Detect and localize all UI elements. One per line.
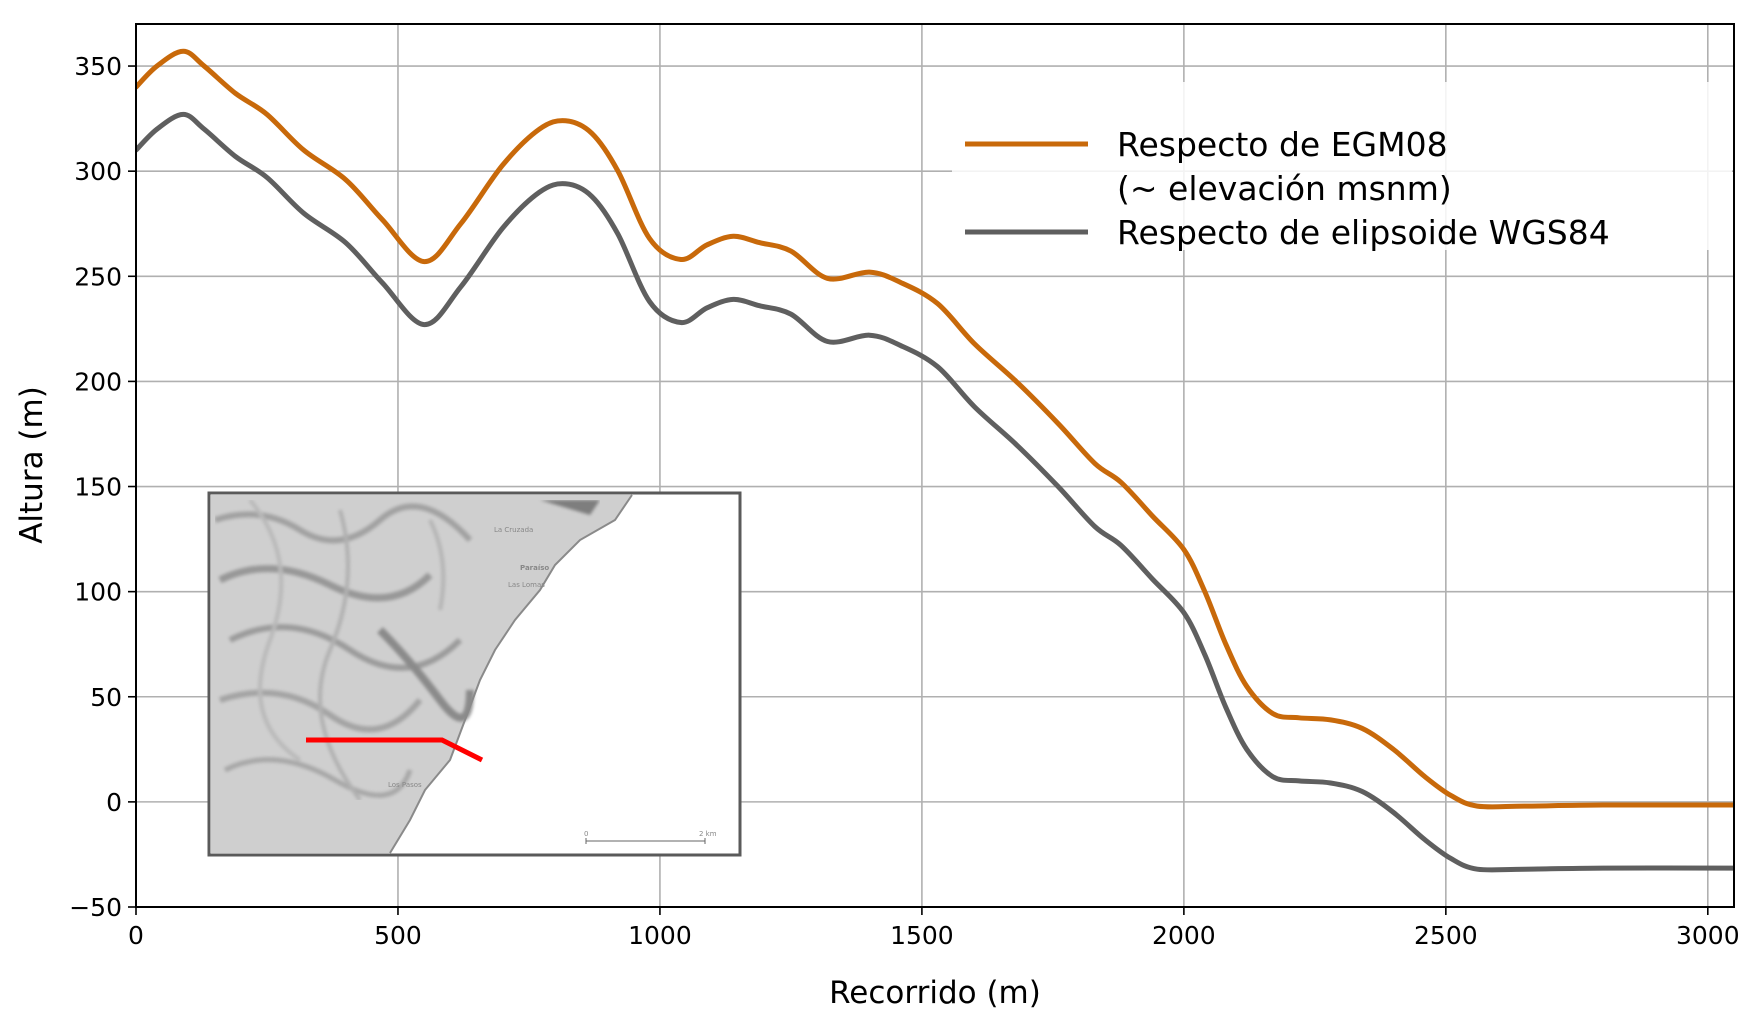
legend-label: Respecto de EGM08 [1117,125,1448,164]
legend-label: Respecto de elipsoide WGS84 [1117,213,1610,252]
inset-map: La Cruzada Paraíso Las Lomas Los Pasos 0… [207,491,742,857]
y-tick-label: 0 [106,788,122,817]
x-axis-title: Recorrido (m) [829,975,1041,1011]
series-line-egm08 [136,48,1734,810]
inset-track-line [306,737,484,763]
inset-scale-end: 2 km [699,830,717,838]
legend-label: (~ elevación msnm) [1117,169,1452,208]
inset-terrain: La Cruzada Paraíso Las Lomas Los Pasos [211,494,633,854]
x-tick-label: 2000 [1152,921,1216,950]
y-tick-label: 200 [74,367,122,396]
y-tick-label: −50 [69,893,122,922]
series-lines [136,48,1734,873]
inset-place-la-cruzada: La Cruzada [494,526,533,534]
plot-frame [135,23,1735,908]
inset-scale-start: 0 [584,830,588,838]
x-tick-label: 500 [374,921,422,950]
inset-place-paraiso: Paraíso [520,564,549,572]
series-line-wgs84 [136,111,1734,873]
x-tick-label: 1000 [628,921,692,950]
x-tick-label: 3000 [1676,921,1740,950]
y-tick-label: 100 [74,578,122,607]
y-tick-label: 50 [90,683,122,712]
x-tick-label: 0 [128,921,144,950]
x-tick-label: 2500 [1414,921,1478,950]
y-tick-label: 250 [74,262,122,291]
y-tick-label: 300 [74,157,122,186]
axis-ticks: 0 500 1000 1500 2000 2500 3000−500501001502002… [69,52,1739,950]
y-tick-label: 150 [74,473,122,502]
inset-scale-bar: 0 2 km [584,830,717,844]
inset-place-las-lomas: Las Lomas [508,581,545,589]
x-tick-label: 1500 [890,921,954,950]
inset-place-los-pasos: Los Pasos [388,781,422,789]
legend: Respecto de EGM08 (~ elevación msnm) Respe… [952,82,1732,252]
y-axis-title: Altura (m) [14,386,50,544]
y-tick-label: 350 [74,52,122,81]
